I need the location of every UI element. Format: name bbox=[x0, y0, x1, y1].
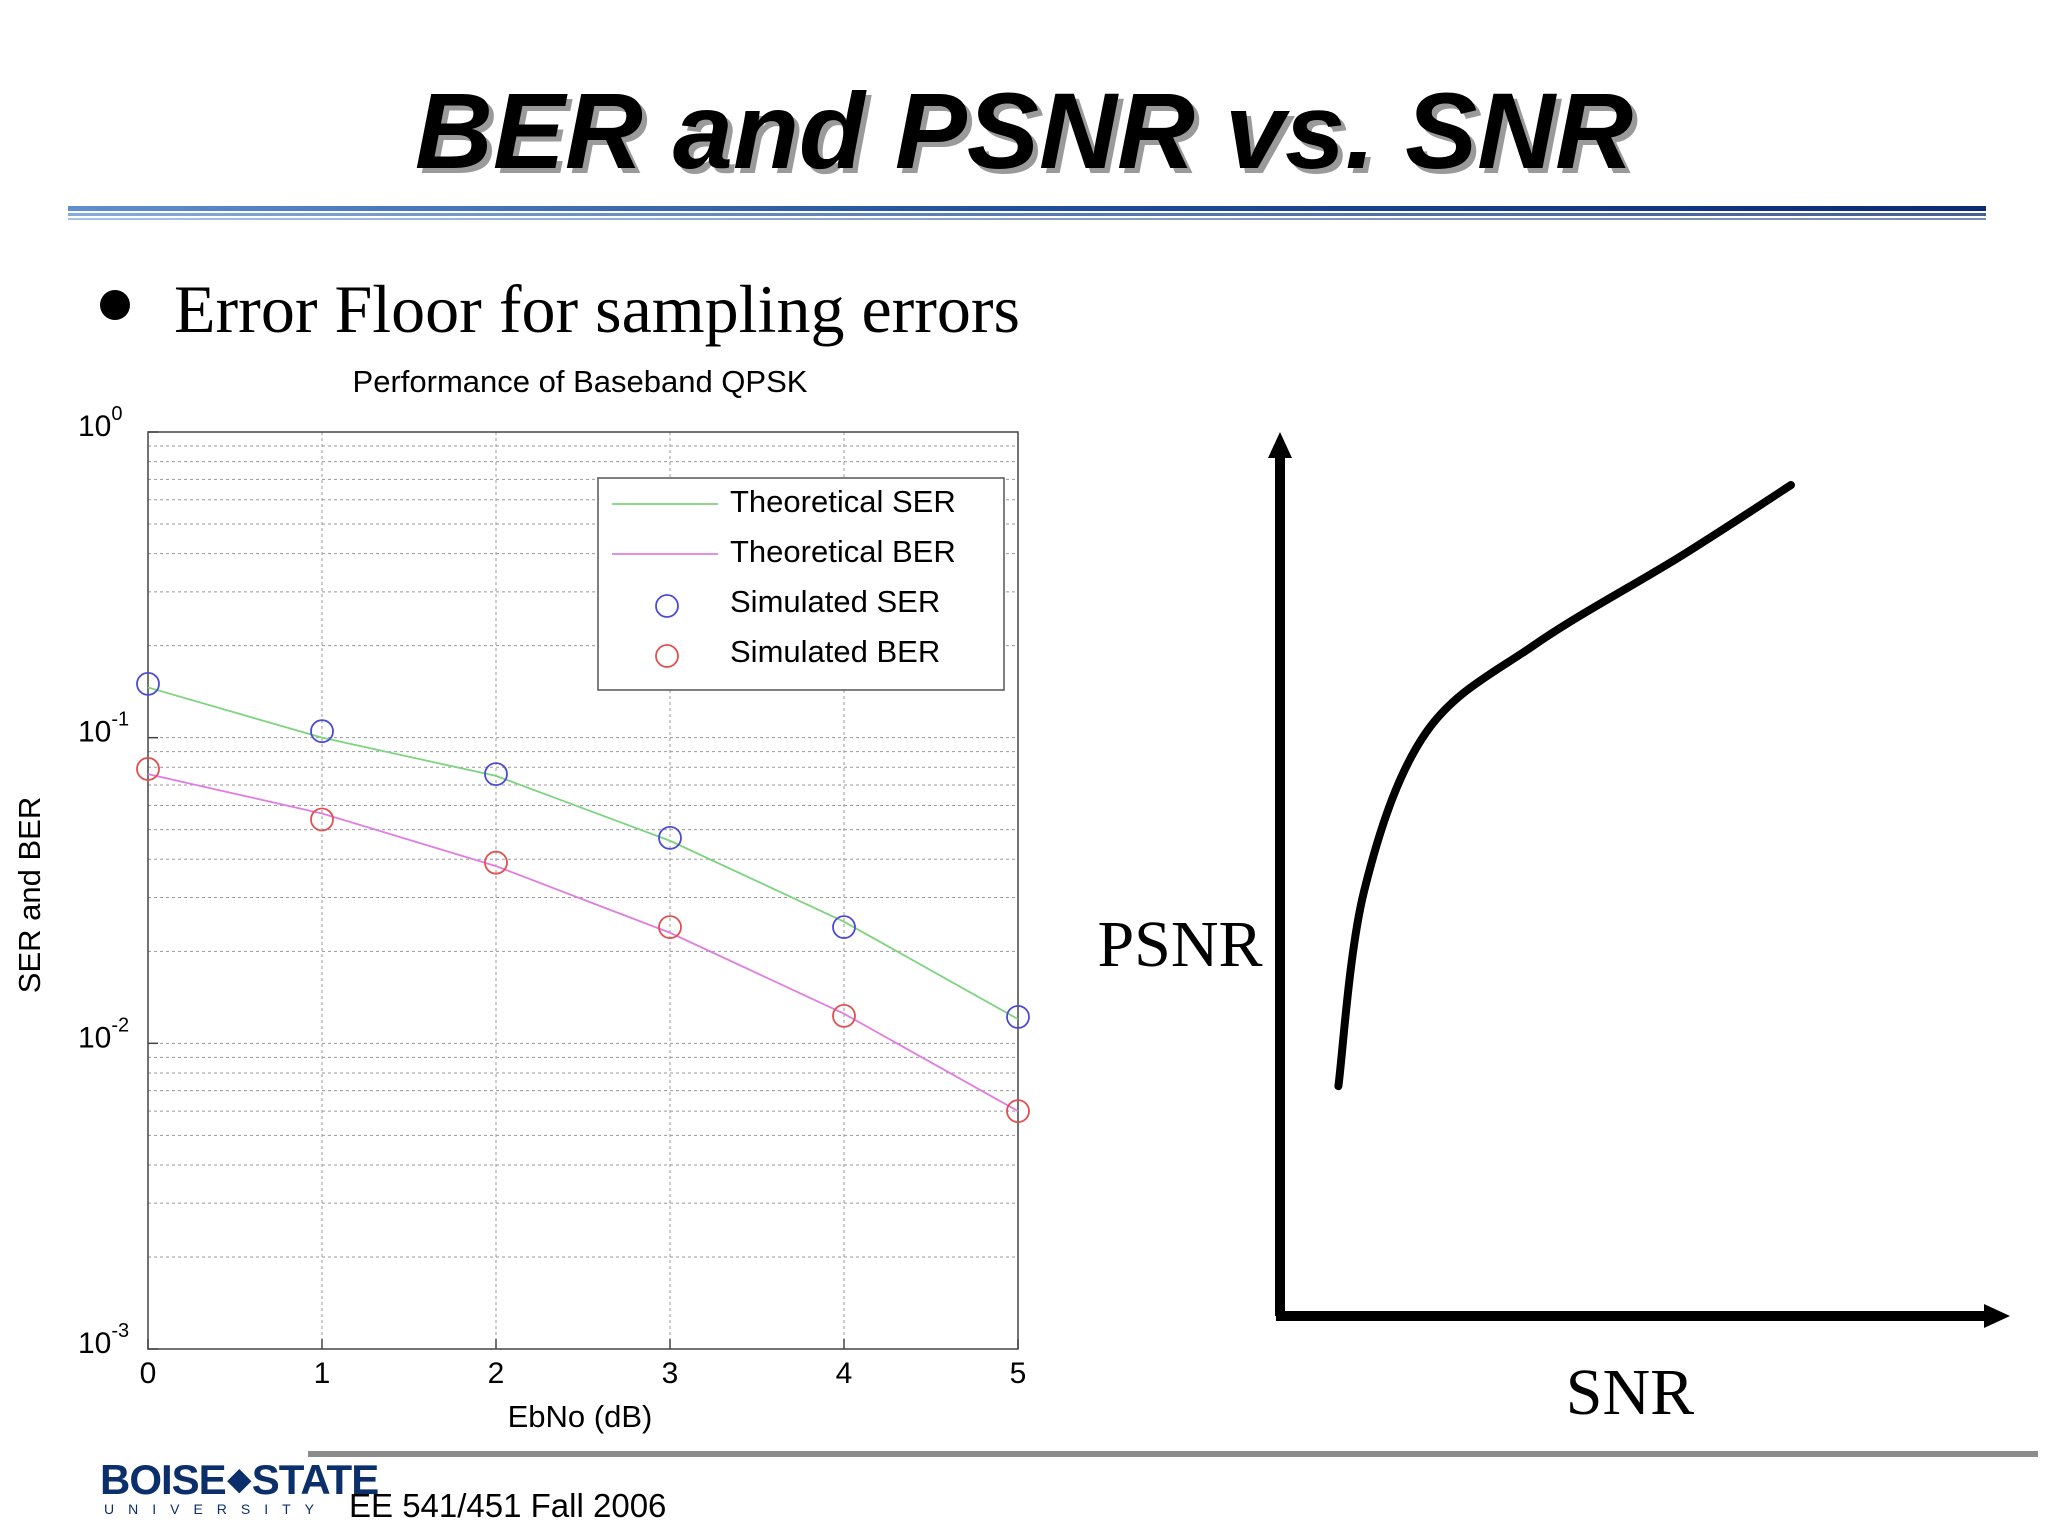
y-axis-label: SER and BER bbox=[12, 797, 47, 993]
x-axis-label: EbNo (dB) bbox=[508, 1399, 653, 1434]
series-marker-3 bbox=[1006, 1099, 1030, 1124]
chart-grid bbox=[148, 432, 1018, 1349]
legend-swatch bbox=[655, 644, 679, 668]
series-marker-3 bbox=[136, 757, 160, 781]
bullet-text: Error Floor for sampling errors bbox=[174, 271, 1021, 347]
series-marker-2 bbox=[484, 762, 508, 786]
series-line-0 bbox=[147, 686, 1019, 1020]
snr-label: SNR bbox=[1566, 1356, 1694, 1429]
series-line-1 bbox=[147, 773, 1019, 1112]
legend-label: Theoretical BER bbox=[730, 534, 956, 569]
y-tick-label: 10-3 bbox=[78, 1320, 129, 1360]
y-tick-label: 100 bbox=[78, 403, 123, 443]
y-axis-arrow bbox=[1268, 432, 1292, 458]
x-tick-label: 0 bbox=[140, 1357, 157, 1390]
series-marker-2 bbox=[832, 915, 856, 940]
series-marker-3 bbox=[484, 850, 508, 875]
x-tick-label: 5 bbox=[1010, 1357, 1027, 1390]
y-tick-label: 10-1 bbox=[78, 709, 129, 749]
legend-label: Theoretical SER bbox=[730, 484, 956, 519]
legend-swatch bbox=[655, 594, 679, 618]
x-axis-arrow bbox=[1984, 1304, 2010, 1328]
series-marker-3 bbox=[832, 1003, 856, 1028]
series-marker-2 bbox=[136, 671, 160, 696]
series-group bbox=[136, 671, 1030, 1124]
bullet-dot bbox=[100, 290, 130, 320]
x-tick-label: 1 bbox=[314, 1357, 331, 1390]
slide-title: BER and PSNR vs. SNR bbox=[414, 70, 1634, 191]
x-tick-label: 4 bbox=[836, 1357, 853, 1390]
footer-course: EE 541/451 Fall 2006 bbox=[349, 1487, 667, 1524]
chart-title: Performance of Baseband QPSK bbox=[353, 364, 808, 399]
footer-divider bbox=[308, 1451, 2038, 1457]
x-tick-label: 2 bbox=[488, 1357, 505, 1390]
legend-box bbox=[597, 477, 1005, 691]
legend-label: Simulated SER bbox=[730, 584, 940, 619]
x-tick-label: 3 bbox=[662, 1357, 679, 1390]
series-marker-2 bbox=[310, 719, 334, 744]
qpsk-chart: Performance of Baseband QPSK 0 1 2 3 4 5 100 10… bbox=[12, 364, 1030, 1434]
y-tick-label: 10-2 bbox=[78, 1014, 129, 1054]
series-marker-3 bbox=[658, 915, 682, 940]
psnr-curve bbox=[1334, 481, 1795, 1091]
legend-label: Simulated BER bbox=[730, 634, 940, 669]
series-marker-2 bbox=[658, 825, 682, 850]
chart-legend: Theoretical SER Theoretical BER Simulated … bbox=[597, 477, 1005, 691]
chart-area: Performance of Baseband QPSK 0 1 2 3 4 5 100 10… bbox=[12, 364, 2010, 1434]
series-marker-2 bbox=[1006, 1005, 1030, 1029]
psnr-sketch: PSNR SNR bbox=[1097, 432, 2010, 1429]
title-divider bbox=[68, 206, 1986, 220]
plot-frame bbox=[147, 431, 1019, 1350]
university-logo: BOISE◆STATE UNIVERSITY bbox=[100, 1456, 379, 1517]
diamond-icon: ◆ bbox=[227, 1463, 251, 1496]
logo-subtitle: UNIVERSITY bbox=[104, 1501, 329, 1517]
logo-wordmark: BOISE◆STATE bbox=[100, 1456, 379, 1503]
psnr-label: PSNR bbox=[1097, 908, 1262, 981]
series-marker-3 bbox=[310, 807, 334, 832]
